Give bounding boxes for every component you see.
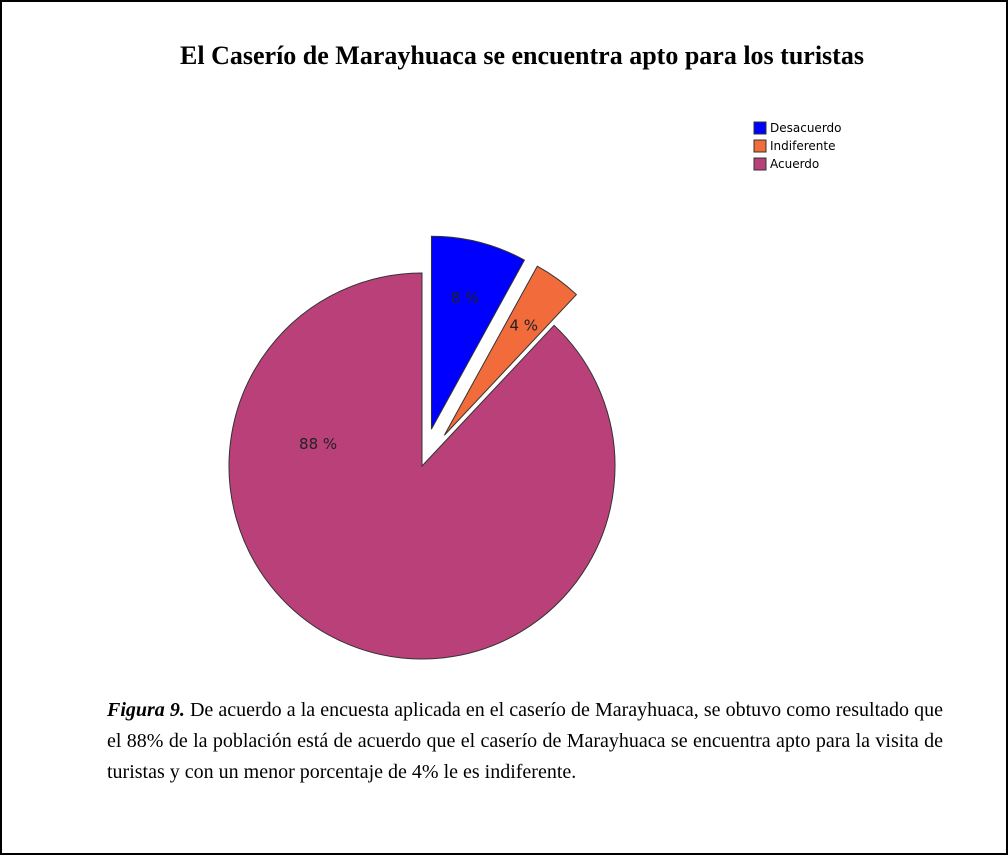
legend-swatch [753, 139, 767, 153]
chart: El Caserío de Marayhuaca se encuentra ap… [180, 41, 864, 660]
pie-slice [443, 265, 578, 436]
chart-title: El Caserío de Marayhuaca se encuentra ap… [180, 41, 864, 70]
slice-label: 4 % [509, 316, 538, 334]
legend-swatch [753, 157, 767, 171]
pie-slice [228, 272, 616, 660]
legend-label: Indiferente [770, 139, 835, 153]
legend-label: Desacuerdo [770, 121, 842, 135]
slice-label: 88 % [299, 435, 337, 453]
caption-text: De acuerdo a la encuesta aplicada en el … [107, 699, 944, 783]
legend-label: Acuerdo [770, 157, 819, 171]
caption-label: Figura 9. [107, 699, 185, 721]
pie-slice [430, 235, 526, 430]
slice-label: 8 % [451, 289, 480, 307]
caption: Figura 9. De acuerdo a la encuesta aplic… [107, 695, 943, 788]
legend-swatch [753, 121, 767, 135]
